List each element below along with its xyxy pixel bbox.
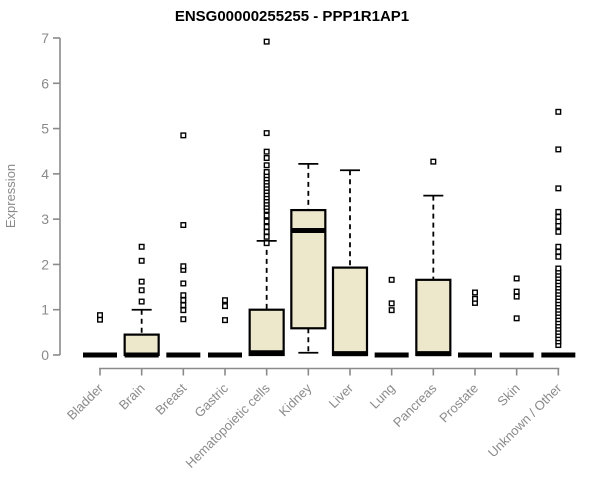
y-tick-label: 2 <box>41 256 49 272</box>
collapsed-box-breast <box>166 352 201 358</box>
outlier-point-unknown-other <box>555 208 562 215</box>
outlier-point-prostate <box>471 295 478 302</box>
outlier-point-unknown-other <box>555 108 562 115</box>
chart-title: ENSG00000255255 - PPP1R1AP1 <box>175 8 409 25</box>
outlier-point-hematopoietic-cells <box>263 240 270 247</box>
outlier-point-unknown-other <box>555 146 562 153</box>
outlier-point-brain <box>138 278 145 285</box>
y-tick-label: 0 <box>41 347 49 363</box>
y-axis-label: Expression <box>3 164 18 228</box>
y-tick-label: 5 <box>41 121 49 137</box>
box-brain <box>123 333 160 357</box>
x-tick-label-lung: Lung <box>367 381 398 412</box>
outlier-point-skin <box>513 288 520 295</box>
outlier-point-hematopoietic-cells <box>263 155 270 162</box>
outlier-point-hematopoietic-cells <box>263 233 270 240</box>
outlier-point-unknown-other <box>555 248 562 255</box>
y-tick-label: 7 <box>41 30 49 46</box>
outlier-point-breast <box>180 316 187 323</box>
x-tick-label-skin: Skin <box>494 381 522 409</box>
box-hematopoietic-cells <box>248 308 285 357</box>
collapsed-box-gastric <box>207 352 242 358</box>
outlier-point-pancreas <box>430 158 437 165</box>
outlier-point-hematopoietic-cells <box>263 212 270 219</box>
collapsed-box-lung <box>374 352 409 358</box>
y-tick-label: 4 <box>41 166 49 182</box>
outlier-point-gastric <box>221 303 228 310</box>
x-tick-label-unknown-other: Unknown / Other <box>485 380 565 460</box>
outlier-point-hematopoietic-cells <box>263 228 270 235</box>
outlier-point-lung <box>388 300 395 307</box>
outlier-point-bladder <box>96 312 103 319</box>
outlier-point-unknown-other <box>555 185 562 192</box>
x-tick-label-liver: Liver <box>326 380 357 411</box>
outlier-point-brain <box>138 257 145 264</box>
outlier-point-brain <box>138 298 145 305</box>
outlier-point-breast <box>180 263 187 270</box>
outlier-point-unknown-other <box>555 253 562 260</box>
outlier-point-lung <box>388 307 395 314</box>
x-tick-label-breast: Breast <box>152 380 189 417</box>
outlier-point-hematopoietic-cells <box>263 223 270 230</box>
box-kidney <box>290 208 327 330</box>
outlier-point-gastric <box>221 317 228 324</box>
x-tick-label-kidney: Kidney <box>276 380 315 419</box>
outlier-point-breast <box>180 302 187 309</box>
outlier-point-gastric <box>221 297 228 304</box>
outlier-point-skin <box>513 293 520 300</box>
outlier-point-breast <box>180 307 187 314</box>
outlier-point-lung <box>388 276 395 283</box>
outlier-point-breast <box>180 222 187 229</box>
collapsed-box-unknown-other <box>541 352 576 358</box>
box-pancreas <box>415 278 452 357</box>
collapsed-box-bladder <box>83 352 117 358</box>
box-liver <box>331 266 369 357</box>
outlier-point-hematopoietic-cells <box>263 162 270 169</box>
outlier-point-breast <box>180 132 187 139</box>
x-tick-label-brain: Brain <box>116 381 148 413</box>
outlier-point-breast <box>180 297 187 304</box>
outlier-point-hematopoietic-cells <box>263 130 270 137</box>
y-tick-label: 3 <box>41 211 49 227</box>
outlier-point-skin <box>513 315 520 322</box>
x-tick-label-gastric: Gastric <box>191 380 231 420</box>
outlier-point-hematopoietic-cells <box>263 38 270 45</box>
x-tick-label-pancreas: Pancreas <box>390 380 440 430</box>
outlier-point-brain <box>138 287 145 294</box>
y-tick-label: 6 <box>41 75 49 91</box>
outlier-point-brain <box>138 243 145 250</box>
outlier-point-unknown-other <box>555 243 562 250</box>
x-tick-label-prostate: Prostate <box>436 381 481 426</box>
outlier-point-hematopoietic-cells <box>263 148 270 155</box>
collapsed-box-skin <box>499 352 534 358</box>
outlier-point-unknown-other <box>555 213 562 220</box>
outlier-point-skin <box>513 275 520 282</box>
outlier-point-hematopoietic-cells <box>263 169 270 176</box>
x-tick-label-bladder: Bladder <box>64 380 107 423</box>
outlier-point-prostate <box>471 289 478 296</box>
outlier-point-hematopoietic-cells <box>263 218 270 225</box>
outlier-point-breast <box>180 280 187 287</box>
collapsed-box-prostate <box>457 352 492 358</box>
outlier-point-breast <box>180 292 187 299</box>
outlier-point-unknown-other <box>555 228 562 235</box>
outlier-point-unknown-other <box>555 265 562 272</box>
y-tick-label: 1 <box>41 302 49 318</box>
